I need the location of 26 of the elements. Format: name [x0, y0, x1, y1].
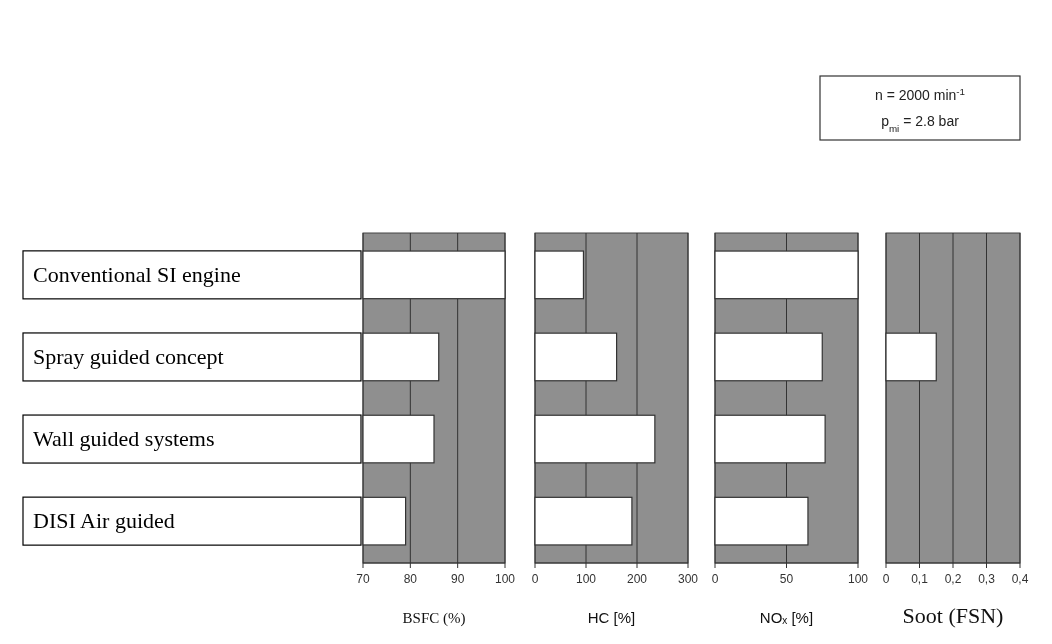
- text: n = 2000 min$^{-1}$: [874, 85, 966, 103]
- x-axis-title: NOₓ [%]: [759, 609, 814, 626]
- x-tick-label: 200: [626, 572, 648, 586]
- y-tick-label: Spray guided concept: [33, 343, 224, 369]
- x-axis-title: Soot (FSN): [902, 603, 1004, 628]
- y-tick-label: Wall guided systems: [33, 426, 215, 452]
- x-tick-label: 300: [677, 572, 699, 586]
- x-tick-label: 100: [575, 572, 597, 586]
- x-tick-label: 0,1: [911, 572, 929, 586]
- x-tick-label: 90: [450, 572, 465, 586]
- x-tick-label: 100: [847, 572, 869, 586]
- x-tick-label: 0: [531, 572, 539, 586]
- x-tick-label: 70: [356, 572, 370, 586]
- y-tick-label: Conventional SI engine: [33, 261, 241, 287]
- x-tick-label: 0,2: [944, 572, 962, 586]
- x-axis-title: HC [%]: [587, 609, 636, 626]
- x-tick-label: 50: [779, 572, 794, 586]
- x-tick-label: 0: [711, 572, 719, 586]
- x-axis-title: BSFC (%): [402, 610, 466, 627]
- x-tick-label: 100: [494, 572, 516, 586]
- x-tick-label: 0,3: [978, 572, 996, 586]
- x-tick-label: 80: [403, 572, 418, 586]
- text: p$_{mi}$ = 2.8 bar: [881, 113, 960, 134]
- y-tick-label: DISI Air guided: [33, 508, 175, 534]
- x-tick-label: 0,4: [1011, 572, 1029, 586]
- x-tick-label: 0: [882, 572, 890, 586]
